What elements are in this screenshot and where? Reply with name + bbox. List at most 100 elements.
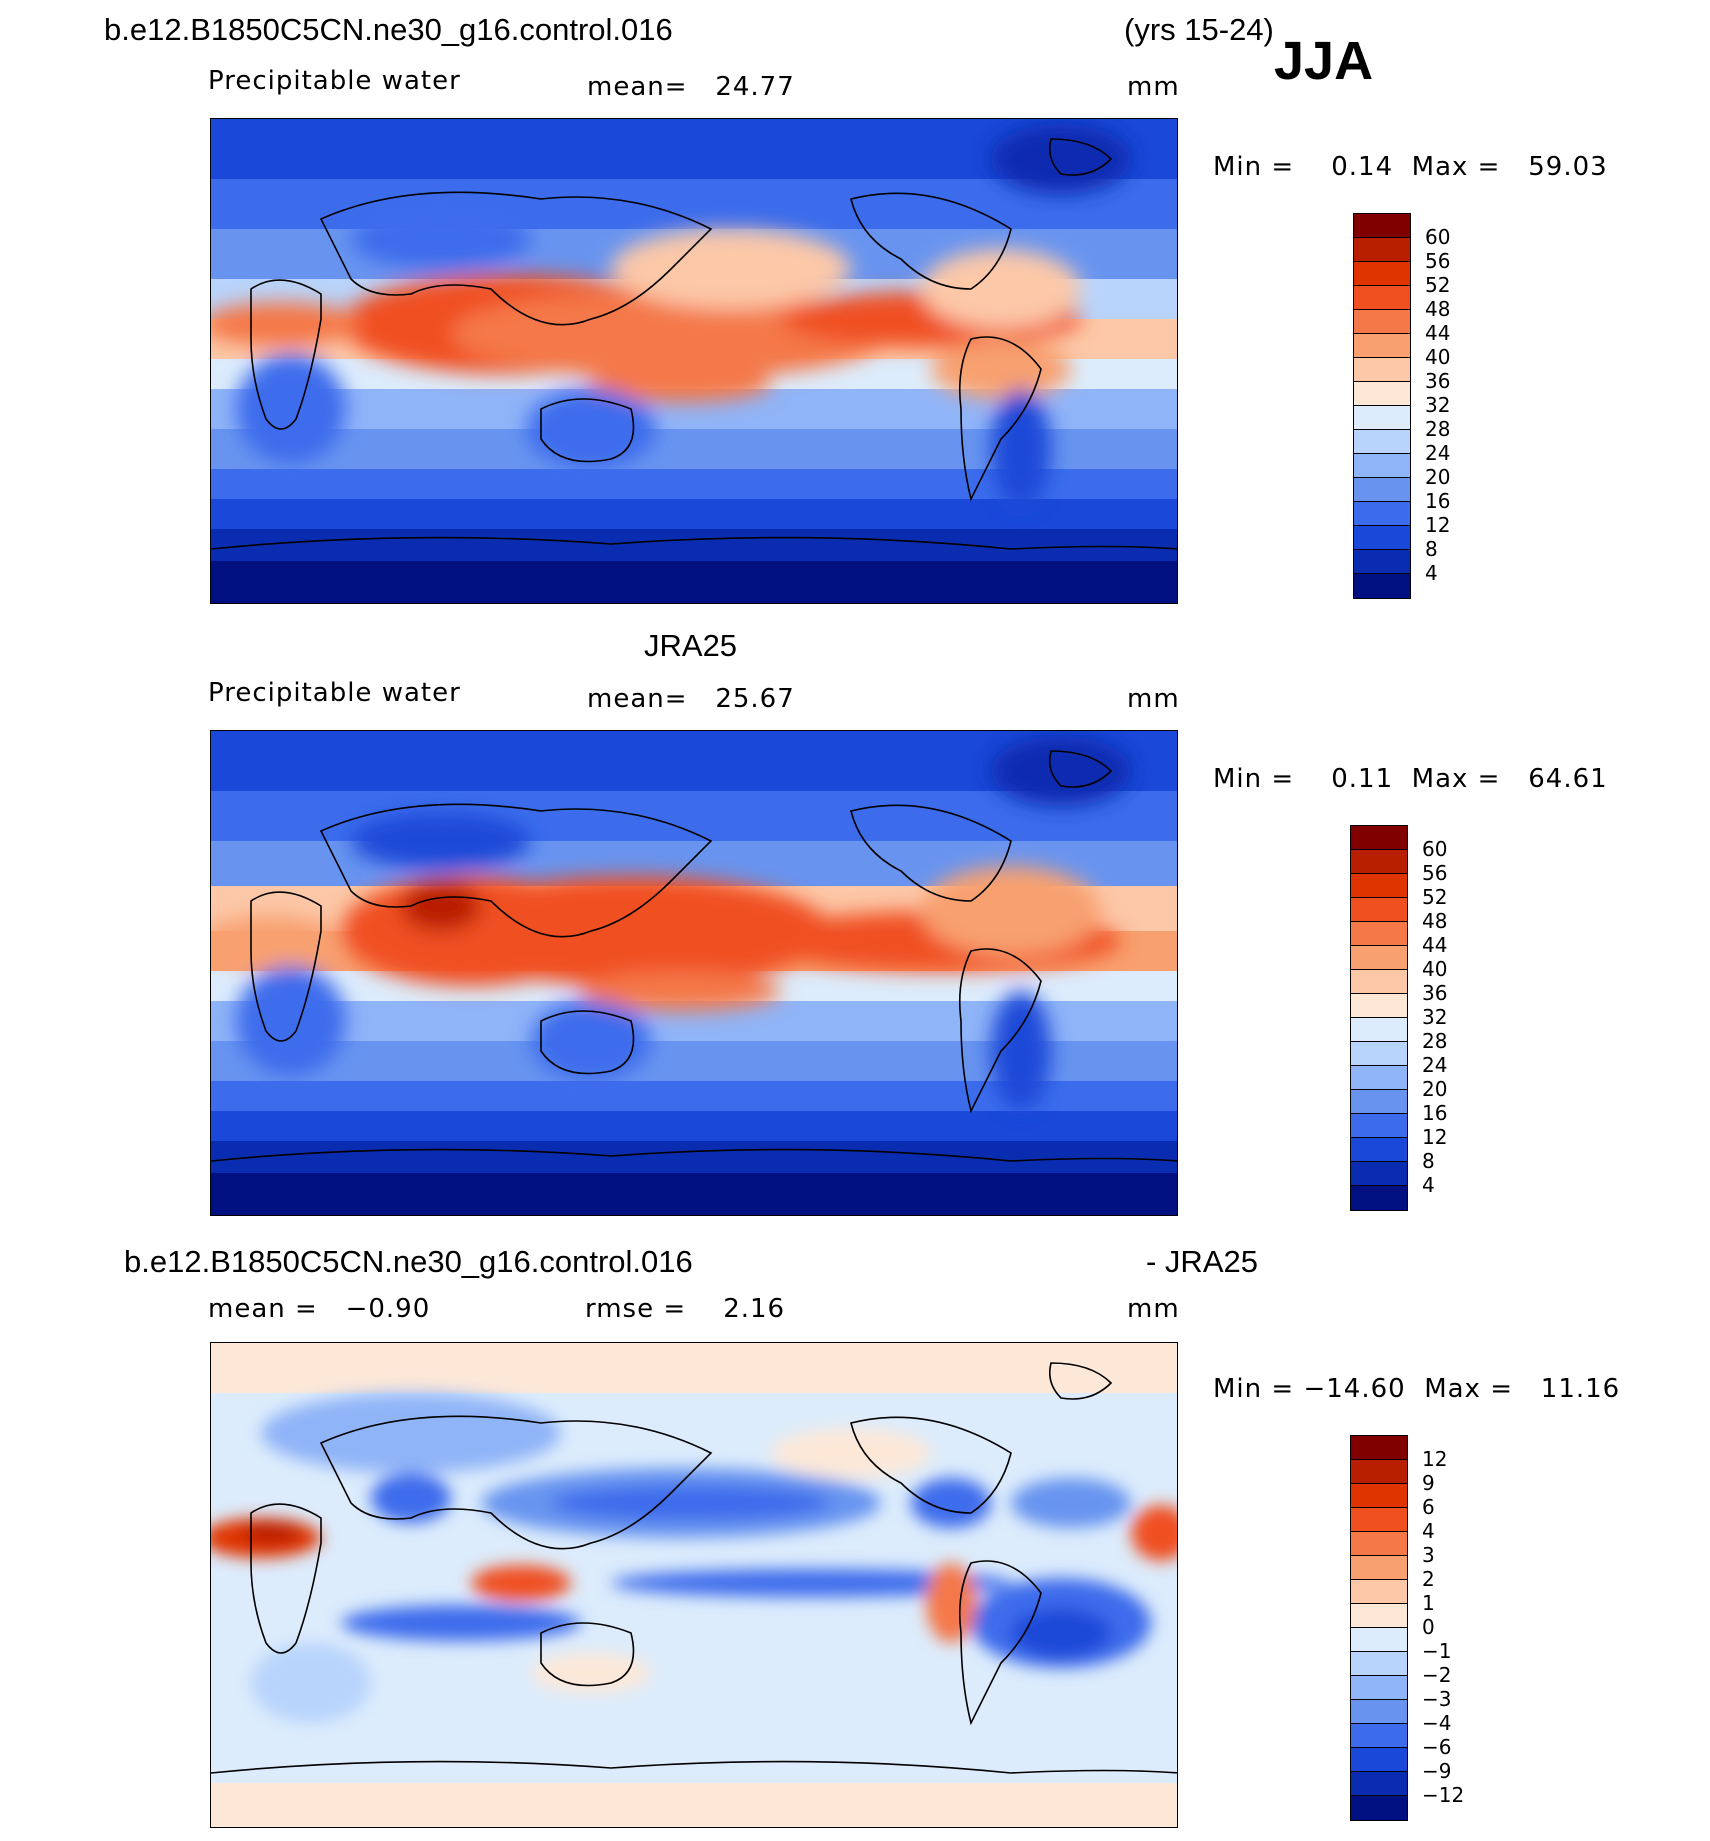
panel1-map xyxy=(210,118,1178,604)
colorbar-cell xyxy=(1351,1436,1407,1460)
colorbar-label: 56 xyxy=(1422,861,1448,885)
panel3-colorbar xyxy=(1350,1435,1408,1821)
season-label: JJA xyxy=(1274,31,1374,91)
colorbar-cell xyxy=(1354,262,1410,286)
colorbar-cell xyxy=(1351,1460,1407,1484)
panel2-minmax: Min = 0.11 Max = 64.61 xyxy=(1213,764,1608,794)
colorbar-label: 44 xyxy=(1425,321,1451,345)
case-title: b.e12.B1850C5CN.ne30_g16.control.016 xyxy=(104,12,673,47)
panel1-mean: mean= 24.77 xyxy=(587,72,795,102)
colorbar-cell xyxy=(1351,1042,1407,1066)
colorbar-cell xyxy=(1351,1484,1407,1508)
panel3-rmse: rmse = 2.16 xyxy=(585,1294,786,1324)
colorbar-label: −9 xyxy=(1422,1759,1452,1783)
panel3-units: mm xyxy=(1127,1294,1180,1324)
panel1-units: mm xyxy=(1127,72,1180,102)
colorbar-cell xyxy=(1354,550,1410,574)
colorbar-label: 40 xyxy=(1425,345,1451,369)
colorbar-cell xyxy=(1351,1186,1407,1210)
panel2-variable: Precipitable water xyxy=(208,678,461,708)
colorbar-label: 60 xyxy=(1425,225,1451,249)
colorbar-label: 20 xyxy=(1425,465,1451,489)
colorbar-cell xyxy=(1354,358,1410,382)
colorbar-cell xyxy=(1354,502,1410,526)
colorbar-label: 12 xyxy=(1425,513,1451,537)
panel1-colorbar xyxy=(1353,213,1411,599)
colorbar-cell xyxy=(1354,574,1410,598)
colorbar-cell xyxy=(1351,994,1407,1018)
colorbar-label: 20 xyxy=(1422,1077,1448,1101)
panel2-map xyxy=(210,730,1178,1216)
colorbar-cell xyxy=(1354,454,1410,478)
colorbar-cell xyxy=(1354,214,1410,238)
colorbar-label: 4 xyxy=(1422,1519,1435,1543)
colorbar-cell xyxy=(1351,1532,1407,1556)
colorbar-label: 8 xyxy=(1422,1149,1435,1173)
panel2-mean: mean= 25.67 xyxy=(587,684,795,714)
colorbar-label: 4 xyxy=(1425,561,1438,585)
colorbar-label: −1 xyxy=(1422,1639,1452,1663)
colorbar-cell xyxy=(1351,874,1407,898)
colorbar-label: 16 xyxy=(1425,489,1451,513)
colorbar-cell xyxy=(1351,826,1407,850)
colorbar-label: 1 xyxy=(1422,1591,1435,1615)
colorbar-cell xyxy=(1354,238,1410,262)
colorbar-label: 52 xyxy=(1425,273,1451,297)
colorbar-cell xyxy=(1354,526,1410,550)
colorbar-label: 36 xyxy=(1425,369,1451,393)
panel2-units: mm xyxy=(1127,684,1180,714)
colorbar-label: 36 xyxy=(1422,981,1448,1005)
colorbar-label: 16 xyxy=(1422,1101,1448,1125)
colorbar-label: 28 xyxy=(1425,417,1451,441)
colorbar-cell xyxy=(1354,478,1410,502)
colorbar-label: 48 xyxy=(1422,909,1448,933)
colorbar-label: 4 xyxy=(1422,1173,1435,1197)
colorbar-cell xyxy=(1351,1556,1407,1580)
colorbar-cell xyxy=(1354,430,1410,454)
colorbar-label: 44 xyxy=(1422,933,1448,957)
colorbar-label: 8 xyxy=(1425,537,1438,561)
colorbar-label: 24 xyxy=(1425,441,1451,465)
colorbar-label: 28 xyxy=(1422,1029,1448,1053)
colorbar-label: 3 xyxy=(1422,1543,1435,1567)
colorbar-label: 60 xyxy=(1422,837,1448,861)
panel3-colorbar-cells xyxy=(1351,1436,1407,1820)
panel3-mean: mean = −0.90 xyxy=(208,1294,431,1324)
panel2-title: JRA25 xyxy=(644,628,738,663)
panel3-minmax: Min = −14.60 Max = 11.16 xyxy=(1213,1374,1621,1404)
colorbar-cell xyxy=(1351,1676,1407,1700)
colorbar-cell xyxy=(1351,970,1407,994)
colorbar-cell xyxy=(1351,1114,1407,1138)
colorbar-label: 56 xyxy=(1425,249,1451,273)
colorbar-label: 6 xyxy=(1422,1495,1435,1519)
panel1-colorbar-cells xyxy=(1354,214,1410,598)
colorbar-cell xyxy=(1351,1700,1407,1724)
colorbar-cell xyxy=(1351,1580,1407,1604)
colorbar-label: −6 xyxy=(1422,1735,1452,1759)
colorbar-label: 52 xyxy=(1422,885,1448,909)
panel1-minmax: Min = 0.14 Max = 59.03 xyxy=(1213,152,1608,182)
panel3-title-left: b.e12.B1850C5CN.ne30_g16.control.016 xyxy=(124,1244,693,1279)
colorbar-cell xyxy=(1351,1508,1407,1532)
colorbar-cell xyxy=(1351,1162,1407,1186)
colorbar-cell xyxy=(1351,1604,1407,1628)
colorbar-cell xyxy=(1354,334,1410,358)
panel1-map-field xyxy=(211,119,1177,603)
colorbar-cell xyxy=(1351,1748,1407,1772)
panel2-colorbar xyxy=(1350,825,1408,1211)
years-label: (yrs 15-24) xyxy=(1124,12,1274,47)
colorbar-label: −4 xyxy=(1422,1711,1452,1735)
colorbar-label: 12 xyxy=(1422,1447,1448,1471)
colorbar-label: 2 xyxy=(1422,1567,1435,1591)
panel2-map-field xyxy=(211,731,1177,1215)
panel3-title-right: - JRA25 xyxy=(1146,1244,1258,1279)
colorbar-label: −2 xyxy=(1422,1663,1452,1687)
panel3-map xyxy=(210,1342,1178,1828)
colorbar-cell xyxy=(1351,1772,1407,1796)
colorbar-cell xyxy=(1351,1724,1407,1748)
panel2-colorbar-cells xyxy=(1351,826,1407,1210)
colorbar-cell xyxy=(1354,286,1410,310)
colorbar-cell xyxy=(1351,1138,1407,1162)
colorbar-label: 0 xyxy=(1422,1615,1435,1639)
colorbar-label: −3 xyxy=(1422,1687,1452,1711)
